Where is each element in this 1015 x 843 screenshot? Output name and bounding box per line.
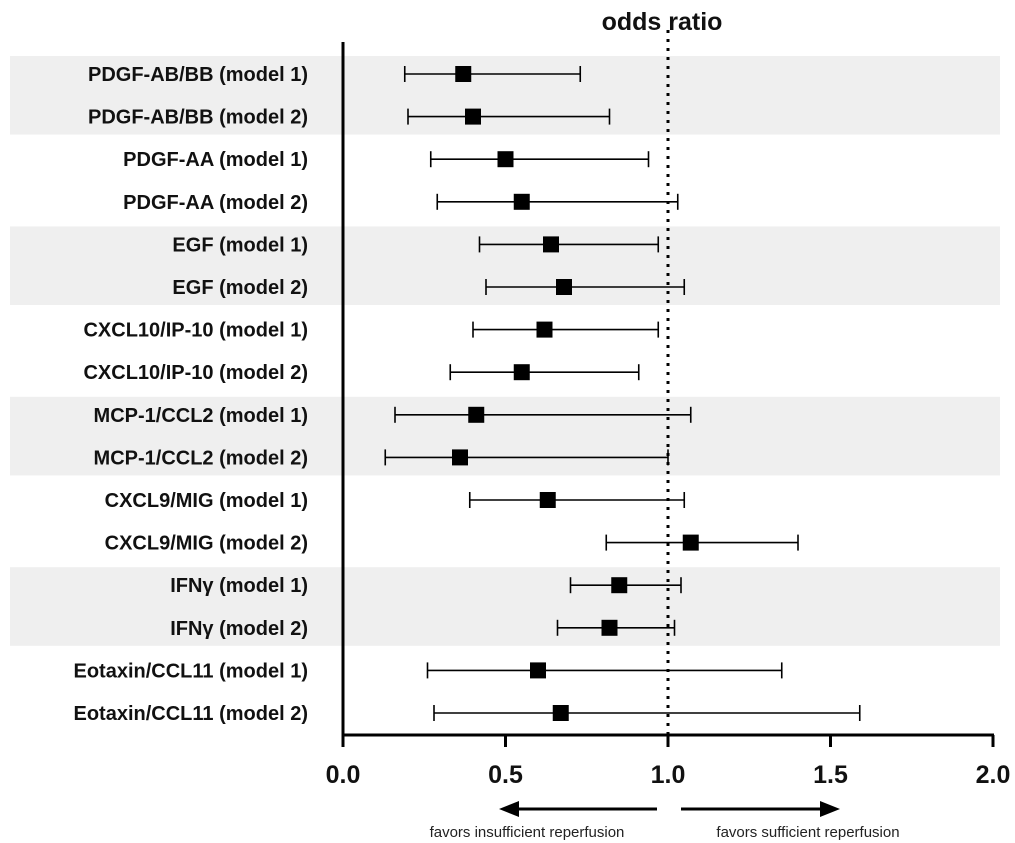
point-estimate <box>556 279 572 295</box>
row-label: CXCL10/IP-10 (model 1) <box>83 320 308 342</box>
row-bands <box>10 56 1000 646</box>
row-label: CXCL10/IP-10 (model 2) <box>83 362 308 384</box>
row-label: PDGF-AB/BB (model 1) <box>88 64 308 86</box>
point-estimate <box>465 108 481 125</box>
row-label: PDGF-AA (model 1) <box>123 149 308 171</box>
row-label: PDGF-AB/BB (model 2) <box>88 107 308 129</box>
row-label: MCP-1/CCL2 (model 1) <box>94 405 308 427</box>
row-label: EGF (model 1) <box>172 234 308 256</box>
row-label: EGF (model 2) <box>172 277 308 299</box>
point-estimate <box>543 236 559 253</box>
point-estimate <box>455 66 472 82</box>
row-labels: PDGF-AB/BB (model 1) PDGF-AB/BB (model 2)… <box>74 64 309 725</box>
row-label: PDGF-AA (model 2) <box>123 192 308 214</box>
arrow-left-head <box>499 801 519 817</box>
direction-arrows <box>499 801 840 817</box>
row-label: Eotaxin/CCL11 (model 1) <box>74 660 309 682</box>
point-estimate <box>468 406 485 423</box>
row-label: IFNγ (model 2) <box>170 618 308 640</box>
row-label: CXCL9/MIG (model 1) <box>105 490 308 512</box>
x-tick-label: 0.0 <box>326 761 361 789</box>
row-label: MCP-1/CCL2 (model 2) <box>94 447 308 469</box>
point-estimate <box>530 662 546 679</box>
row-band <box>10 226 1000 305</box>
x-tick-label: 1.0 <box>651 761 686 789</box>
x-tick-label: 0.5 <box>488 761 523 789</box>
row-label: CXCL9/MIG (model 2) <box>105 533 308 555</box>
point-estimate <box>611 577 628 594</box>
row-band <box>10 56 1000 135</box>
row-label: Eotaxin/CCL11 (model 2) <box>74 703 309 725</box>
x-tick-label: 1.5 <box>813 761 848 789</box>
row-band <box>10 396 1000 476</box>
point-estimate <box>536 321 553 338</box>
row-band <box>10 567 1000 646</box>
point-estimate <box>601 619 618 636</box>
point-estimate <box>513 193 530 210</box>
point-estimate <box>513 364 530 381</box>
point-estimate <box>539 492 556 508</box>
favors-left-label: favors insufficient reperfusion <box>430 824 625 841</box>
x-axis-ticks: 0.0 0.5 1.0 1.5 2.0 <box>326 735 1011 789</box>
ci-marks <box>384 66 861 721</box>
row-label: IFNγ (model 1) <box>170 575 308 597</box>
chart-title: odds ratio <box>602 8 723 36</box>
point-estimate <box>552 705 569 721</box>
point-estimate <box>452 449 468 466</box>
point-estimate <box>682 534 699 551</box>
point-estimate <box>497 151 514 168</box>
x-tick-label: 2.0 <box>976 761 1011 789</box>
arrow-right-head <box>820 801 840 817</box>
favors-right-label: favors sufficient reperfusion <box>716 824 899 841</box>
